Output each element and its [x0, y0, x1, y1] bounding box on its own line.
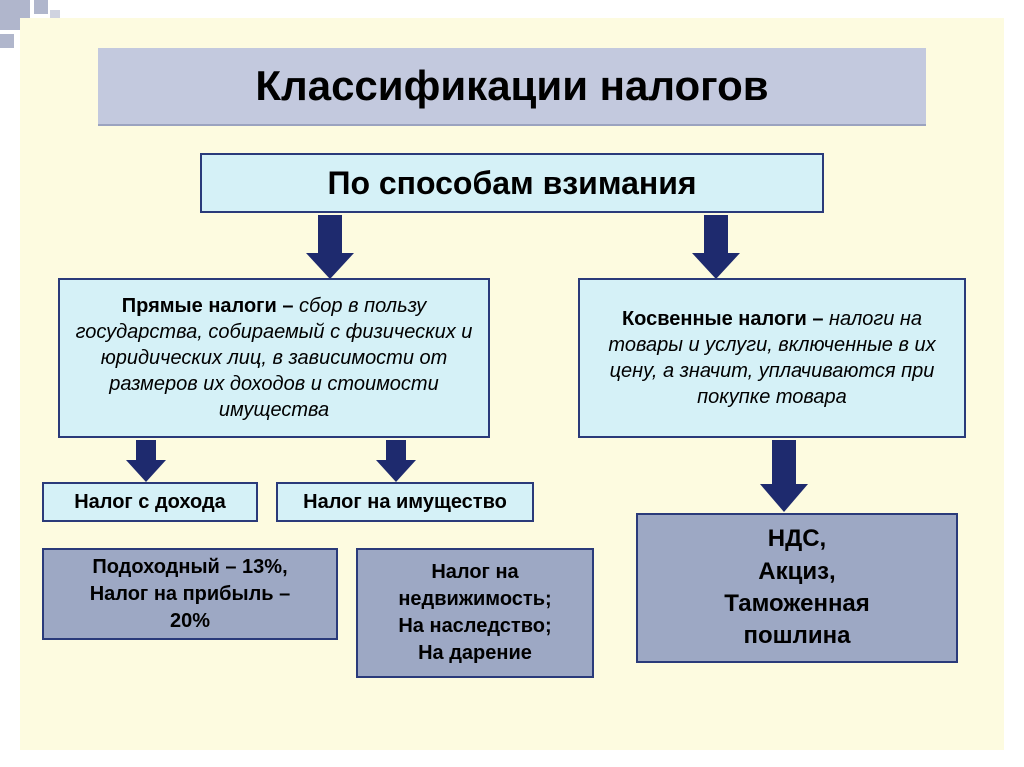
- arrow-head: [692, 253, 740, 279]
- slide-canvas: Классификации налогов По способам взиман…: [20, 18, 1004, 750]
- page-title: Классификации налогов: [255, 62, 768, 110]
- indirect-taxes-box: Косвенные налоги – налоги на товары и ус…: [578, 278, 966, 438]
- arrow-stem: [136, 440, 156, 462]
- arrow-head: [306, 253, 354, 279]
- property-tax-box: Налог на имущество: [276, 482, 534, 522]
- income-tax-box: Налог с дохода: [42, 482, 258, 522]
- property-detail-line4: На дарение: [418, 640, 532, 667]
- income-tax-label: Налог с дохода: [74, 491, 226, 514]
- direct-text: Прямые налоги – сбор в пользу государств…: [70, 293, 478, 423]
- indirect-detail-line1: НДС,: [768, 523, 826, 555]
- direct-taxes-box: Прямые налоги – сбор в пользу государств…: [58, 278, 490, 438]
- property-tax-label: Налог на имущество: [303, 491, 507, 514]
- arrow-stem: [386, 440, 406, 462]
- indirect-detail-line2: Акциз,: [758, 556, 835, 588]
- arrow-head: [376, 460, 416, 482]
- property-detail-box: Налог на недвижимость; На наследство; На…: [356, 548, 594, 678]
- title-bar: Классификации налогов: [98, 48, 926, 126]
- income-detail-line1: Подоходный – 13%,: [92, 554, 287, 581]
- arrow-stem: [704, 215, 728, 255]
- property-detail-line2: недвижимость;: [398, 586, 551, 613]
- indirect-text: Косвенные налоги – налоги на товары и ус…: [590, 306, 954, 410]
- indirect-detail-line4: пошлина: [743, 620, 850, 652]
- direct-heading: Прямые налоги –: [122, 295, 299, 317]
- subtitle-box: По способам взимания: [200, 153, 824, 213]
- indirect-detail-box: НДС, Акциз, Таможенная пошлина: [636, 513, 958, 663]
- income-detail-line3: 20%: [170, 608, 210, 635]
- arrow-stem: [318, 215, 342, 255]
- arrow-stem: [772, 440, 796, 486]
- property-detail-line1: Налог на: [431, 559, 518, 586]
- indirect-detail-line3: Таможенная: [724, 588, 870, 620]
- arrow-head: [126, 460, 166, 482]
- property-detail-line3: На наследство;: [398, 613, 551, 640]
- subtitle-text: По способам взимания: [327, 165, 696, 202]
- income-detail-box: Подоходный – 13%, Налог на прибыль – 20%: [42, 548, 338, 640]
- arrow-head: [760, 484, 808, 512]
- indirect-heading: Косвенные налоги –: [622, 308, 829, 330]
- income-detail-line2: Налог на прибыль –: [90, 581, 291, 608]
